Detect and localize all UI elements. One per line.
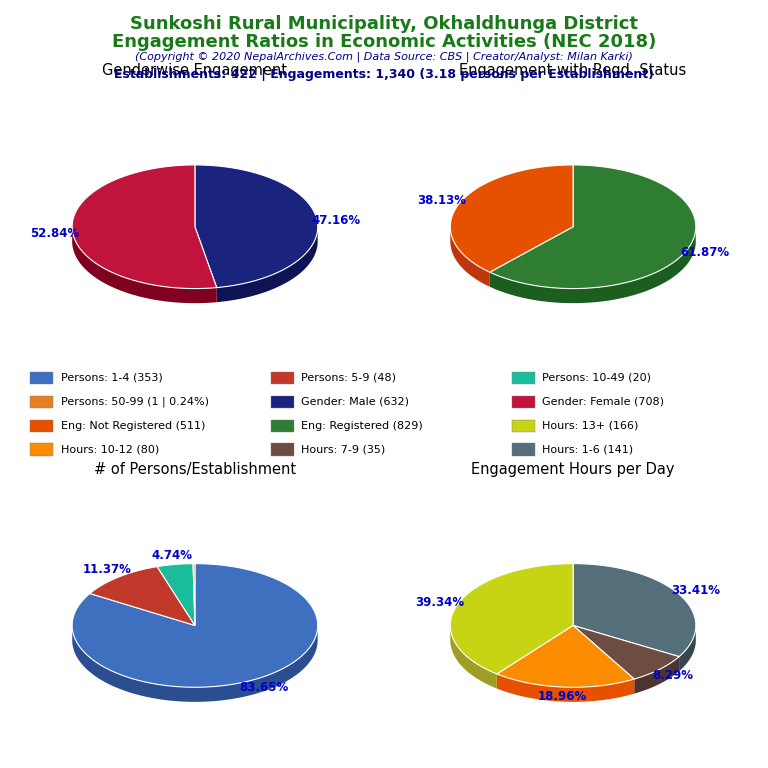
Polygon shape [497,674,634,702]
Polygon shape [72,227,217,303]
Text: (Copyright © 2020 NepalArchives.Com | Data Source: CBS | Creator/Analyst: Milan : (Copyright © 2020 NepalArchives.Com | Da… [135,51,633,62]
FancyBboxPatch shape [30,396,53,408]
Text: Persons: 50-99 (1 | 0.24%): Persons: 50-99 (1 | 0.24%) [61,396,209,407]
Text: 11.37%: 11.37% [83,563,131,576]
Title: Engagement Hours per Day: Engagement Hours per Day [472,462,675,477]
Polygon shape [573,564,696,657]
Text: Persons: 10-49 (20): Persons: 10-49 (20) [542,372,650,383]
Polygon shape [679,627,696,671]
Polygon shape [217,227,318,302]
Polygon shape [195,165,318,287]
Text: 83.65%: 83.65% [240,681,289,694]
Polygon shape [573,625,679,679]
Text: Establishments: 422 | Engagements: 1,340 (3.18 persons per Establishment): Establishments: 422 | Engagements: 1,340… [114,68,654,81]
Text: 18.96%: 18.96% [538,690,588,703]
FancyBboxPatch shape [30,443,53,456]
Polygon shape [634,657,679,694]
Polygon shape [450,564,573,674]
FancyBboxPatch shape [271,396,294,408]
Text: 47.16%: 47.16% [311,214,360,227]
Polygon shape [497,625,634,687]
Polygon shape [490,229,696,303]
FancyBboxPatch shape [271,419,294,432]
Polygon shape [72,564,318,687]
FancyBboxPatch shape [511,396,535,408]
Text: Gender: Female (708): Gender: Female (708) [542,397,664,407]
Text: Hours: 1-6 (141): Hours: 1-6 (141) [542,445,633,455]
Text: Persons: 1-4 (353): Persons: 1-4 (353) [61,372,162,383]
Text: Gender: Male (632): Gender: Male (632) [301,397,409,407]
Text: 33.41%: 33.41% [671,584,720,597]
Text: 4.74%: 4.74% [151,549,192,562]
Polygon shape [193,564,195,625]
FancyBboxPatch shape [511,419,535,432]
Text: Sunkoshi Rural Municipality, Okhaldhunga District: Sunkoshi Rural Municipality, Okhaldhunga… [130,15,638,33]
Title: Engagement with Regd. Status: Engagement with Regd. Status [459,63,687,78]
FancyBboxPatch shape [271,372,294,384]
Polygon shape [450,626,497,689]
Polygon shape [490,165,696,289]
Polygon shape [450,165,573,272]
Text: 61.87%: 61.87% [680,247,729,259]
Text: 39.34%: 39.34% [415,595,465,608]
Text: Hours: 13+ (166): Hours: 13+ (166) [542,421,638,431]
FancyBboxPatch shape [30,372,53,384]
Title: Genderwise Engagement: Genderwise Engagement [102,63,287,78]
FancyBboxPatch shape [511,443,535,456]
Text: 8.29%: 8.29% [652,670,693,683]
Text: Hours: 7-9 (35): Hours: 7-9 (35) [301,445,386,455]
FancyBboxPatch shape [30,419,53,432]
Polygon shape [157,564,195,625]
Text: 52.84%: 52.84% [30,227,79,240]
Text: Hours: 10-12 (80): Hours: 10-12 (80) [61,445,159,455]
FancyBboxPatch shape [511,372,535,384]
Polygon shape [90,567,195,625]
Text: Engagement Ratios in Economic Activities (NEC 2018): Engagement Ratios in Economic Activities… [112,33,656,51]
Text: Eng: Not Registered (511): Eng: Not Registered (511) [61,421,205,431]
Text: Eng: Registered (829): Eng: Registered (829) [301,421,423,431]
Title: # of Persons/Establishment: # of Persons/Establishment [94,462,296,477]
Polygon shape [72,165,217,289]
Text: 38.13%: 38.13% [417,194,466,207]
Polygon shape [450,227,490,286]
Polygon shape [72,627,318,702]
FancyBboxPatch shape [271,443,294,456]
Text: Persons: 5-9 (48): Persons: 5-9 (48) [301,372,396,383]
